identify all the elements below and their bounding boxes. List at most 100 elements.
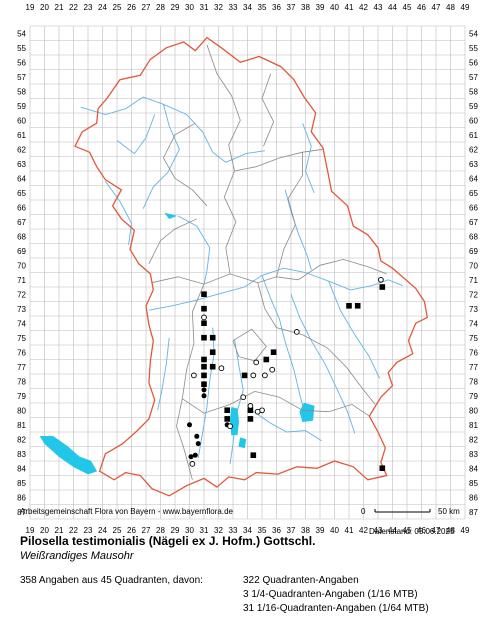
x-tick-label-top: 43: [374, 3, 383, 12]
record-square-marker: [209, 334, 216, 341]
y-tick-label-left: 65: [17, 189, 26, 198]
record-square-marker: [201, 356, 207, 363]
species-scientific-name: Pilosella testimonialis (Nägeli ex J. Ho…: [20, 534, 316, 548]
district-border: [176, 283, 205, 480]
record-square-marker: [224, 407, 230, 413]
y-tick-label-left: 58: [17, 87, 26, 96]
lakes-layer: [39, 212, 315, 475]
y-tick-label-left: 87: [17, 508, 26, 517]
record-square-marker: [379, 465, 386, 471]
record-open-circle-marker: [253, 359, 260, 366]
x-tick-label-bottom: 35: [258, 526, 267, 535]
y-tick-label-left: 59: [17, 102, 26, 111]
y-tick-label-right: 58: [469, 87, 478, 96]
y-tick-label-right: 57: [469, 73, 478, 82]
x-tick-label-bottom: 32: [214, 526, 223, 535]
lake: [238, 437, 247, 449]
record-square-marker: [263, 356, 270, 363]
y-tick-label-left: 64: [17, 174, 26, 183]
x-tick-label-top: 38: [301, 3, 310, 12]
record-filled-circle-marker: [192, 452, 198, 458]
x-tick-label-bottom: 31: [200, 526, 209, 535]
y-tick-label-right: 78: [469, 377, 478, 386]
records-quarter-quadrant-count: 3 1/4-Quadranten-Angaben (1/16 MTB): [243, 589, 418, 600]
y-tick-label-right: 61: [469, 131, 478, 140]
y-tick-label-right: 74: [469, 319, 478, 328]
y-tick-label-left: 72: [17, 290, 26, 299]
x-tick-label-top: 28: [156, 3, 165, 12]
x-tick-label-bottom: 28: [156, 526, 165, 535]
x-tick-label-bottom: 47: [432, 526, 441, 535]
y-tick-label-right: 81: [469, 421, 478, 430]
x-tick-label-bottom: 29: [171, 526, 180, 535]
x-tick-label-top: 31: [200, 3, 209, 12]
x-tick-label-bottom: 34: [243, 526, 252, 535]
record-square-marker: [224, 416, 230, 422]
y-tick-label-right: 66: [469, 203, 478, 212]
grid-axis-labels: 19 19 20 20 21 21 22 22 23 23 24 24 25 25 26 26 27 27 28 28…: [17, 3, 478, 535]
district-border: [261, 73, 275, 147]
data-date: Datenstand: 05.06.2025: [369, 527, 455, 536]
district-border: [151, 258, 387, 285]
x-tick-label-bottom: 46: [417, 526, 426, 535]
state-border-outline: [74, 36, 429, 497]
x-tick-label-bottom: 49: [461, 526, 470, 535]
y-tick-label-left: 54: [17, 29, 26, 38]
record-open-circle-marker: [254, 408, 261, 415]
y-tick-label-right: 69: [469, 247, 478, 256]
river: [302, 123, 315, 193]
district-border: [182, 390, 370, 417]
y-tick-label-right: 62: [469, 145, 478, 154]
y-tick-label-right: 85: [469, 479, 478, 488]
record-square-marker: [201, 334, 207, 341]
y-tick-label-right: 59: [469, 102, 478, 111]
y-tick-label-right: 76: [469, 348, 478, 357]
x-tick-label-bottom: 48: [446, 526, 455, 535]
y-tick-label-right: 83: [469, 450, 478, 459]
x-tick-label-top: 42: [359, 3, 368, 12]
x-tick-label-top: 49: [461, 3, 470, 12]
record-open-circle-marker: [189, 461, 196, 467]
y-tick-label-left: 69: [17, 247, 26, 256]
river: [328, 281, 380, 379]
lake: [39, 436, 98, 475]
x-tick-label-bottom: 44: [388, 526, 397, 535]
x-tick-label-bottom: 39: [316, 526, 325, 535]
x-tick-label-top: 25: [113, 3, 122, 12]
record-open-circle-marker: [240, 394, 247, 401]
record-square-marker: [209, 363, 216, 370]
y-tick-label-left: 70: [17, 261, 26, 270]
y-tick-label-left: 82: [17, 435, 26, 444]
x-tick-label-top: 36: [272, 3, 281, 12]
y-tick-label-right: 54: [469, 29, 478, 38]
y-tick-label-right: 75: [469, 334, 478, 343]
river: [197, 327, 215, 459]
y-tick-label-left: 79: [17, 392, 26, 401]
x-tick-label-bottom: 25: [113, 526, 122, 535]
x-tick-label-bottom: 38: [301, 526, 310, 535]
record-filled-circle-marker: [187, 422, 192, 428]
record-open-circle-marker: [269, 366, 276, 373]
x-tick-label-bottom: 43: [374, 526, 383, 535]
lake: [164, 212, 178, 220]
y-tick-label-left: 81: [17, 421, 26, 430]
x-tick-label-top: 26: [127, 3, 136, 12]
y-tick-label-right: 68: [469, 232, 478, 241]
y-tick-label-right: 72: [469, 290, 478, 299]
y-tick-label-left: 62: [17, 145, 26, 154]
record-filled-circle-marker: [194, 433, 200, 439]
y-tick-label-left: 68: [17, 232, 26, 241]
x-tick-label-top: 24: [98, 3, 107, 12]
x-tick-label-top: 40: [330, 3, 339, 12]
y-tick-label-right: 84: [469, 464, 478, 473]
y-tick-label-left: 71: [17, 276, 26, 285]
y-tick-label-right: 79: [469, 392, 478, 401]
records-summary: 358 Angaben aus 45 Quadranten, davon:: [20, 575, 203, 586]
river: [284, 189, 312, 270]
record-square-marker: [354, 303, 361, 309]
x-tick-label-bottom: 26: [127, 526, 136, 535]
x-tick-label-bottom: 23: [84, 526, 93, 535]
district-border: [232, 328, 267, 362]
district-border: [148, 218, 197, 264]
y-tick-label-right: 56: [469, 58, 478, 67]
